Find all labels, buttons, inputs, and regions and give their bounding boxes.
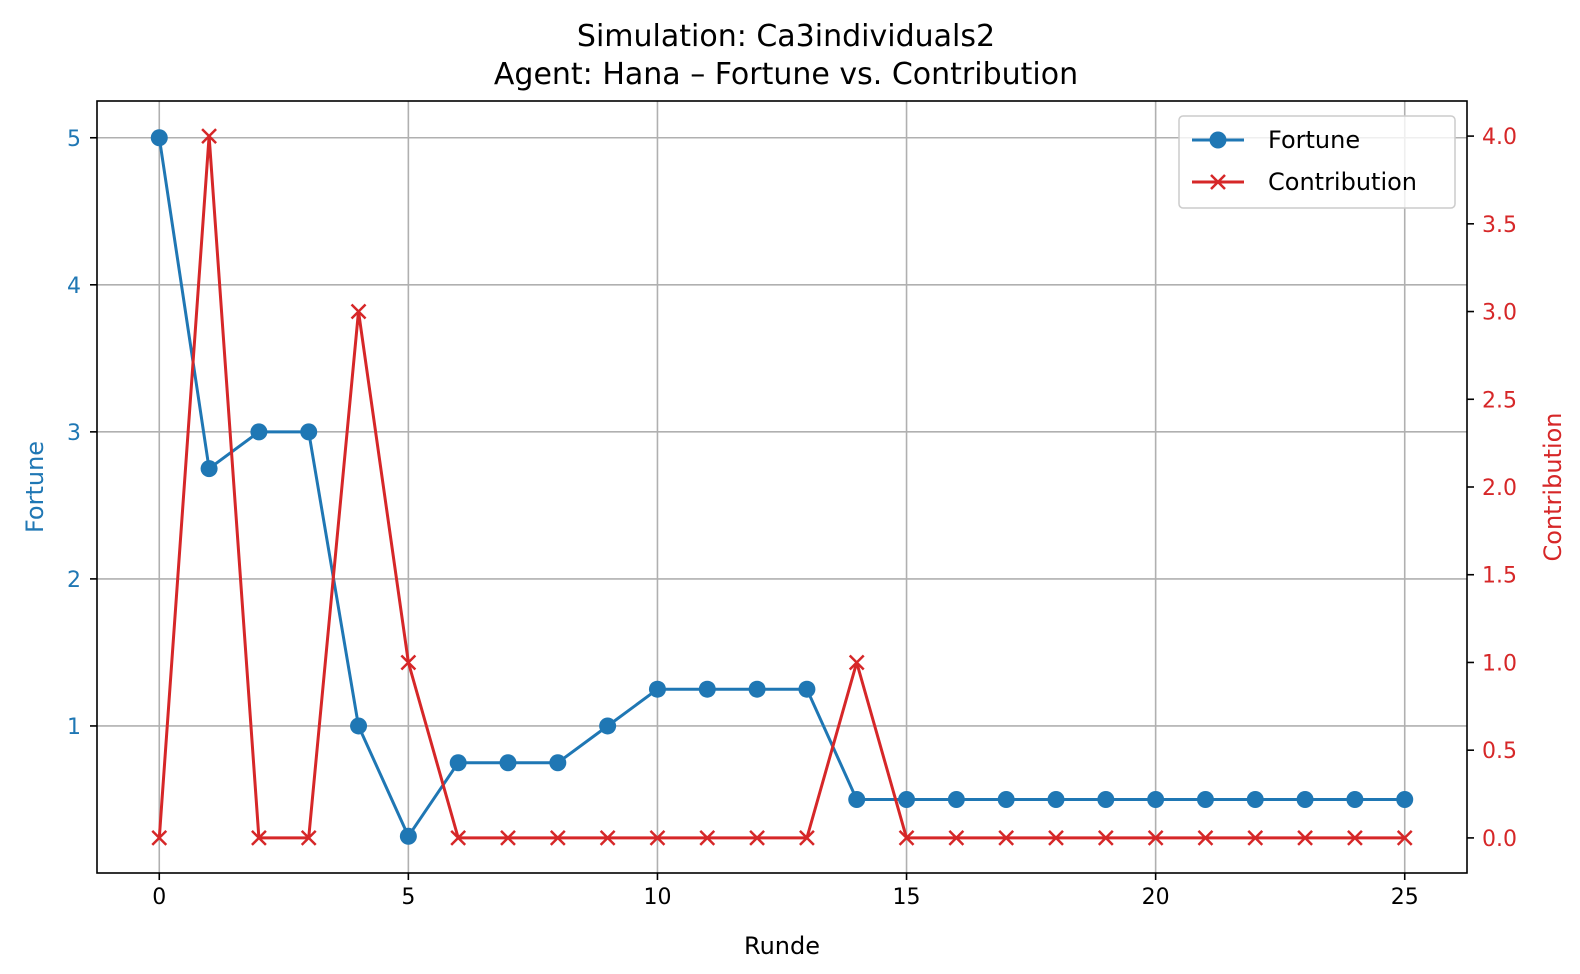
contribution-point — [699, 830, 716, 846]
left-tick-label: 2 — [67, 568, 81, 593]
contribution-point — [350, 303, 367, 320]
fortune-point — [200, 460, 218, 478]
left-tick-label: 4 — [67, 274, 81, 299]
fortune-point — [499, 754, 517, 772]
series-layer — [150, 128, 1414, 846]
right-tick-label: 0.0 — [1482, 827, 1517, 852]
fortune-point — [250, 423, 268, 441]
contribution-point — [1297, 830, 1313, 846]
contribution-point — [649, 830, 666, 846]
fortune-point — [1196, 790, 1214, 808]
fortune-point — [1296, 790, 1314, 808]
fortune-point — [848, 790, 866, 808]
fortune-point — [798, 680, 816, 698]
right-tick-label: 3.0 — [1482, 301, 1517, 326]
contribution-point — [450, 830, 467, 846]
legend-box — [1178, 115, 1456, 209]
contribution-point — [1347, 830, 1363, 846]
contribution-point — [848, 654, 865, 671]
right-tick-label: 0.5 — [1482, 739, 1517, 764]
x-tick-label: 0 — [152, 885, 166, 910]
legend-contribution-label: Contribution — [1268, 168, 1417, 196]
fortune-point — [150, 129, 168, 147]
legend-contribution-marker — [1210, 174, 1226, 190]
contribution-point — [251, 830, 267, 846]
left-axis-label: Fortune — [21, 441, 49, 533]
contribution-point — [749, 830, 765, 846]
right-tick-label: 1.0 — [1482, 651, 1517, 676]
fortune-point — [449, 754, 467, 772]
right-tick-label: 2.5 — [1482, 388, 1517, 413]
contribution-point — [151, 830, 168, 846]
chart-title: Simulation: Ca3individuals2 — [577, 19, 995, 54]
contribution-point — [1197, 830, 1214, 846]
chart-subtitle: Agent: Hana – Fortune vs. Contribution — [494, 57, 1078, 92]
contribution-point — [1396, 830, 1413, 846]
contribution-point — [948, 830, 965, 846]
fortune-point — [698, 680, 716, 698]
legend-fortune-marker — [1209, 131, 1227, 149]
fortune-point — [599, 717, 617, 735]
x-tick-label: 20 — [1142, 885, 1170, 910]
contribution-point — [898, 830, 915, 846]
fortune-point — [1246, 790, 1264, 808]
legend: Fortune Contribution — [1178, 115, 1456, 209]
contribution-point — [1048, 830, 1064, 846]
right-tick-label: 3.5 — [1482, 213, 1517, 238]
contribution-point — [1247, 830, 1264, 846]
contribution-point — [998, 830, 1015, 846]
fortune-point — [947, 790, 965, 808]
fortune-point — [1047, 790, 1065, 808]
x-tick-label: 10 — [643, 885, 671, 910]
fortune-point — [898, 790, 916, 808]
right-axis-ticks: 0.0 0.5 1.0 1.5 2.0 2.5 3.0 3.5 4.0 — [1467, 125, 1517, 852]
contribution-point — [599, 830, 616, 846]
right-tick-label: 4.0 — [1482, 125, 1517, 150]
contribution-point — [799, 830, 815, 846]
fortune-point — [1396, 790, 1414, 808]
contribution-point — [1097, 830, 1114, 846]
x-tick-label: 15 — [893, 885, 921, 910]
left-tick-label: 3 — [67, 421, 81, 446]
fortune-point — [648, 680, 666, 698]
contribution-point — [549, 830, 566, 846]
x-tick-label: 5 — [401, 885, 415, 910]
fortune-point — [748, 680, 766, 698]
right-tick-label: 2.0 — [1482, 476, 1517, 501]
x-tick-label: 25 — [1391, 885, 1419, 910]
contribution-point — [500, 830, 516, 846]
right-tick-label: 1.5 — [1482, 564, 1517, 589]
legend-fortune-label: Fortune — [1268, 126, 1360, 154]
contribution-point — [400, 654, 417, 671]
right-axis-label: Contribution — [1539, 412, 1567, 561]
fortune-point — [1346, 790, 1364, 808]
x-axis-ticks: 0 5 10 15 20 25 — [152, 873, 1419, 910]
left-axis-ticks: 1 2 3 4 5 — [67, 127, 97, 740]
left-tick-label: 1 — [67, 715, 81, 740]
fortune-point — [1147, 790, 1165, 808]
contribution-point — [201, 128, 217, 144]
fortune-point — [399, 827, 417, 845]
fortune-point — [300, 423, 318, 441]
left-tick-label: 5 — [67, 127, 81, 152]
fortune-point — [997, 790, 1015, 808]
contribution-point — [300, 830, 317, 846]
fortune-point — [1097, 790, 1115, 808]
fortune-point — [350, 717, 368, 735]
fortune-point — [549, 754, 567, 772]
contribution-series-line — [157, 134, 1405, 840]
contribution-point — [1147, 830, 1164, 846]
x-axis-label: Runde — [744, 932, 820, 960]
